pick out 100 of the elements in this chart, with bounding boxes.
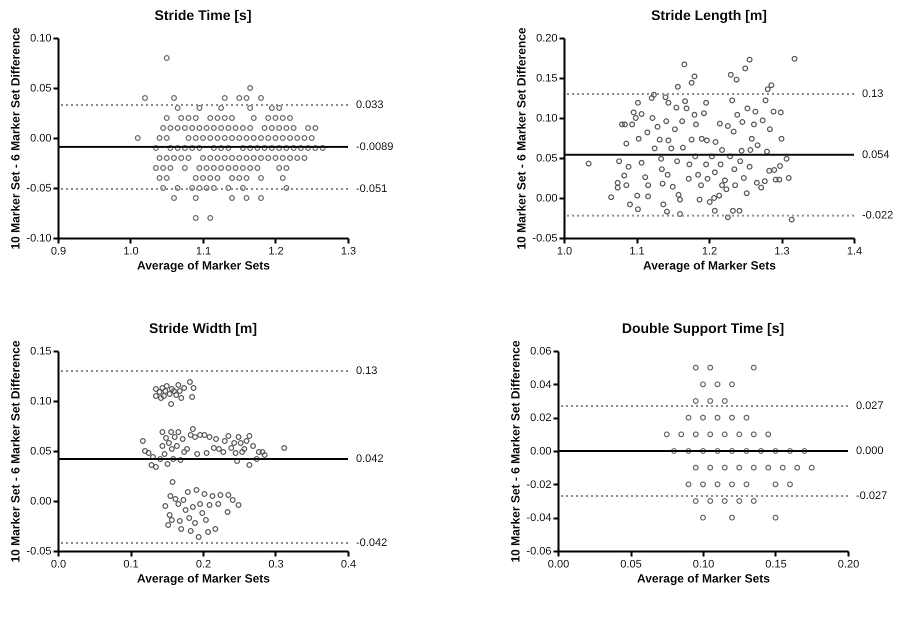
ref-line-label: -0.022 [862,210,894,222]
chart-title: Stride Length [m] [651,6,767,23]
x-tick-label: 1.4 [846,246,862,258]
y-axis-title: 10 Marker Set - 6 Marker Set Difference [8,27,22,250]
point [671,448,677,454]
point [686,481,692,488]
point [714,414,720,421]
y-tick-label: -0.05 [26,182,52,194]
x-axis-title: Average of Marker Sets [637,572,770,586]
x-tick-label: 0.9 [50,246,66,258]
point [722,498,728,504]
y-tick-label: -0.05 [532,232,558,244]
y-tick-label: 0.00 [30,132,52,144]
point [744,414,750,421]
y-tick-label: 0.05 [30,82,52,94]
y-tick-label: 0.04 [530,378,552,391]
point [714,481,720,488]
chart-title: Stride Time [s] [154,6,252,23]
x-tick-label: 1.3 [774,246,790,258]
point [729,448,735,454]
point [772,448,778,454]
chart-title: Double Support Time [s] [622,320,784,336]
point [686,448,692,454]
point [765,431,772,438]
point [692,364,699,371]
y-tick-label: -0.05 [26,546,52,558]
x-tick-label: 0.10 [692,558,714,570]
y-tick-label: 0.10 [536,112,558,124]
point [722,464,728,471]
ref-line-label: 0.027 [856,400,884,412]
x-tick-label: 0.15 [765,558,787,570]
point [714,381,720,388]
point [686,414,692,421]
point [729,414,735,421]
ref-line-label: -0.042 [356,537,388,549]
point [707,464,714,471]
point [736,464,742,471]
x-tick-label: 0.2 [196,558,212,570]
point [750,464,757,471]
point [744,448,750,454]
point [750,364,757,371]
x-tick-label: 0.05 [620,558,642,570]
y-tick-label: 0.15 [30,346,52,358]
ref-line-label: 0.042 [356,453,384,465]
y-tick-label: 0.20 [536,32,558,44]
point [736,498,742,504]
x-tick-label: 1.0 [123,246,139,258]
ref-line-label: -0.027 [856,490,888,502]
point [794,464,800,471]
x-tick-label: 1.0 [556,246,572,258]
point [700,448,706,454]
y-tick-label: -0.06 [526,546,552,558]
x-axis-title: Average of Marker Sets [137,572,270,586]
point [700,414,706,421]
x-tick-label: 1.2 [268,246,284,258]
y-tick-label: -0.10 [26,232,52,244]
y-tick-label: 0.02 [530,412,552,424]
point [722,398,728,404]
point [692,464,699,471]
x-tick-label: 0.4 [340,558,356,570]
point [765,464,772,471]
point [750,431,757,438]
y-tick-label: 0.10 [30,396,52,408]
point [808,464,815,471]
point [678,431,684,438]
point [758,448,764,454]
y-axis-title: 10 Marker Set - 6 Marker Set Difference [514,27,528,250]
point [802,448,808,454]
point [787,448,793,454]
y-tick-label: 0.06 [530,346,552,358]
x-tick-label: 0.1 [123,558,139,570]
point [729,481,735,488]
x-tick-label: 0.00 [548,558,570,570]
point [707,398,714,404]
chart-title: Stride Width [m] [149,320,257,336]
ref-line-label: -0.0089 [356,140,394,153]
y-tick-label: -0.02 [526,478,552,491]
point [772,514,778,521]
x-tick-label: 1.1 [629,246,645,258]
point [729,514,735,521]
point [787,481,793,488]
point [729,381,735,388]
x-tick-label: 1.1 [196,246,212,258]
point [707,431,714,438]
point [664,431,670,438]
y-tick-label: 0.10 [30,32,52,44]
x-axis-title: Average of Marker Sets [137,258,270,272]
y-tick-label: 0.05 [536,152,558,164]
ref-line-label: 0.13 [862,88,884,100]
ref-line-label: 0.033 [356,99,384,111]
x-tick-label: 0.3 [268,558,284,570]
y-tick-label: -0.04 [526,512,552,524]
y-tick-label: 0.00 [530,446,552,458]
y-tick-label: 0.05 [30,446,52,458]
point [700,514,706,521]
y-tick-label: 0.00 [30,496,52,508]
point [692,431,699,438]
y-axis-title: 10 Marker Set - 6 Marker Set Difference [508,340,522,563]
x-tick-label: 1.3 [340,246,356,258]
point [700,381,706,388]
